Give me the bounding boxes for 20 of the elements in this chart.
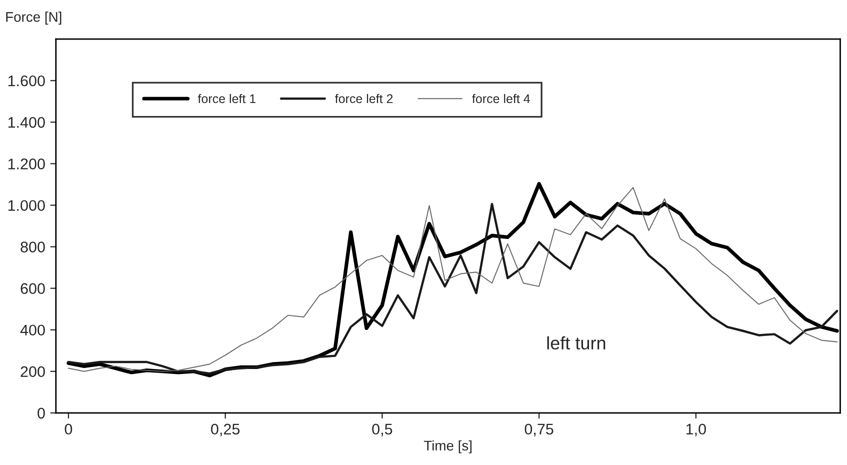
y-tick-label: 1.600	[8, 75, 45, 86]
x-tick-label: 0,75	[524, 424, 554, 436]
x-tick-label: 0,5	[372, 424, 392, 436]
legend-label: force left 2	[335, 94, 393, 104]
x-axis-title: Time [s]	[424, 440, 472, 454]
y-tick-label: 600	[20, 283, 45, 294]
y-tick-label: 800	[20, 242, 45, 252]
legend-label: force left 1	[198, 94, 256, 104]
x-tick-label: 1,0	[686, 424, 706, 436]
y-tick-label: 1.000	[8, 200, 45, 211]
x-tick-label: 0	[64, 424, 72, 435]
y-tick-label: 0	[38, 408, 45, 419]
annotation: left turn	[547, 336, 606, 350]
y-tick-label: 1.400	[8, 117, 45, 128]
y-tick-label: 200	[20, 366, 45, 378]
x-tick-label: 0,25	[211, 424, 240, 436]
y-tick-label: 400	[20, 324, 45, 336]
y-tick-label: 1.200	[8, 158, 45, 170]
legend-label: force left 4	[472, 94, 530, 104]
y-axis-title: Force [N]	[6, 12, 62, 25]
